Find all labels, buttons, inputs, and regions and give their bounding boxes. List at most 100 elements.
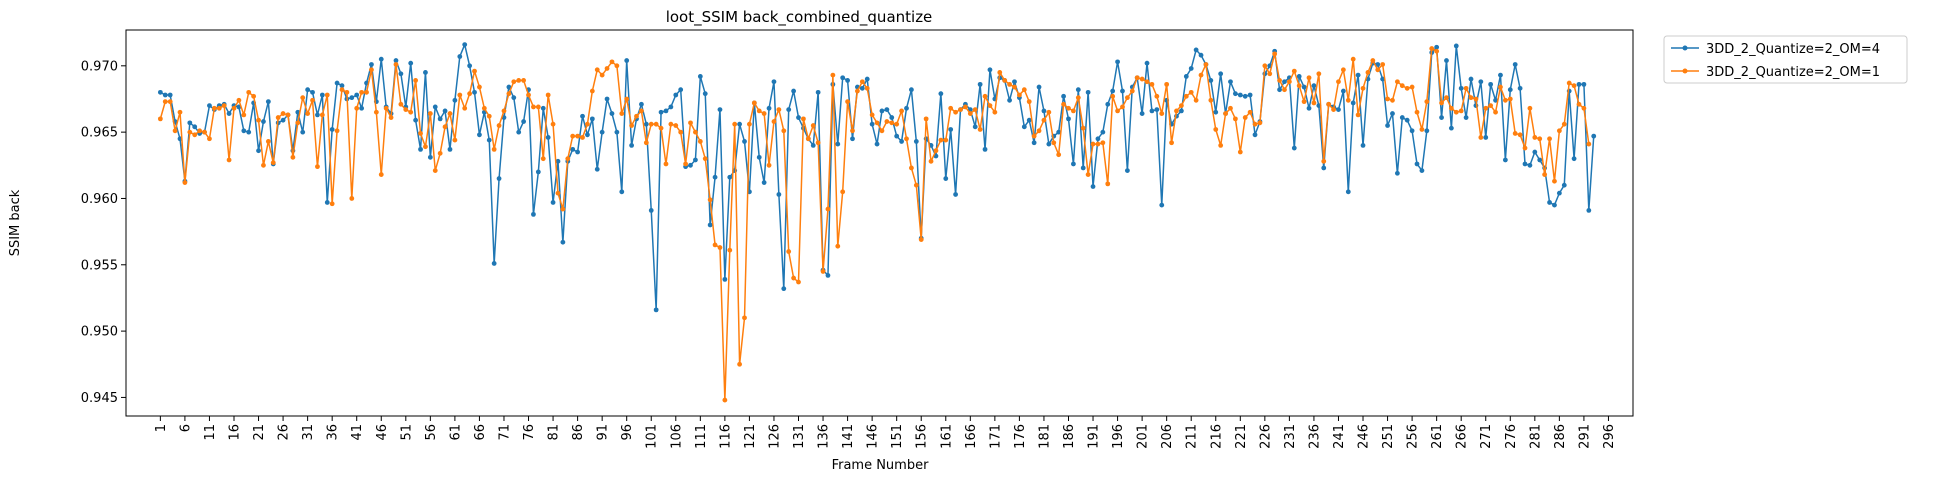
x-tick-label: 286 <box>1553 424 1568 449</box>
data-point-om4 <box>452 97 458 103</box>
x-tick-label: 141 <box>841 424 856 449</box>
data-point-om1 <box>1561 121 1567 127</box>
data-point-om4 <box>840 75 846 81</box>
data-point-om4 <box>972 124 978 130</box>
data-point-om4 <box>874 141 880 147</box>
data-point-om1 <box>1051 140 1057 146</box>
data-point-om4 <box>859 85 865 91</box>
data-point-om4 <box>1527 162 1533 168</box>
data-point-om4 <box>1483 135 1489 140</box>
data-point-om4 <box>349 95 355 101</box>
data-point-om1 <box>1232 116 1238 122</box>
data-point-om1 <box>756 108 762 114</box>
data-point-om4 <box>889 115 895 120</box>
data-point-om1 <box>1056 152 1062 158</box>
data-point-om4 <box>1468 76 1474 82</box>
data-point-om4 <box>442 108 448 114</box>
data-point-om4 <box>1090 184 1096 189</box>
y-tick-label: 0.960 <box>81 192 118 207</box>
data-point-om1 <box>1483 105 1489 111</box>
data-point-om1 <box>585 121 590 127</box>
data-point-om1 <box>1556 128 1562 134</box>
x-tick-label: 271 <box>1479 424 1494 449</box>
data-point-om1 <box>791 275 796 281</box>
data-point-om4 <box>319 92 325 98</box>
data-point-om4 <box>1424 128 1430 134</box>
data-point-om1 <box>1424 99 1430 105</box>
data-point-om1 <box>619 111 625 116</box>
data-point-om1 <box>1316 71 1322 77</box>
data-point-om4 <box>1120 88 1125 94</box>
data-point-om1 <box>349 196 355 201</box>
data-point-om4 <box>256 148 261 154</box>
data-point-om4 <box>1075 87 1081 93</box>
x-tick-label: 251 <box>1381 424 1396 449</box>
data-point-om1 <box>315 164 320 170</box>
data-point-om1 <box>1498 84 1503 90</box>
data-point-om1 <box>918 237 924 242</box>
data-point-om4 <box>462 42 468 47</box>
data-point-om1 <box>1301 99 1307 105</box>
data-point-om1 <box>1021 87 1027 93</box>
data-point-om1 <box>202 129 207 135</box>
x-tick-label: 156 <box>915 424 930 449</box>
x-axis-label: Frame Number <box>832 458 930 473</box>
data-point-om4 <box>472 89 477 95</box>
data-point-om1 <box>1532 135 1538 140</box>
data-point-om1 <box>1296 83 1302 89</box>
data-point-om4 <box>619 189 625 195</box>
data-point-om4 <box>1041 108 1047 114</box>
data-point-om1 <box>550 121 556 127</box>
data-point-om1 <box>1571 83 1577 89</box>
data-point-om4 <box>521 119 527 124</box>
data-point-om4 <box>756 154 762 160</box>
data-point-om1 <box>958 107 963 112</box>
data-point-om4 <box>423 70 428 75</box>
data-point-om1 <box>1002 78 1008 83</box>
data-point-om1 <box>369 67 374 73</box>
data-point-om1 <box>334 128 340 134</box>
data-point-om1 <box>614 63 620 69</box>
data-point-om4 <box>835 141 841 147</box>
data-point-om1 <box>270 160 276 166</box>
data-point-om1 <box>1552 178 1557 184</box>
data-point-om1 <box>580 135 585 140</box>
data-point-om4 <box>477 132 482 138</box>
data-point-om1 <box>290 154 296 160</box>
data-point-om1 <box>899 108 904 114</box>
data-point-om1 <box>1306 75 1312 81</box>
data-point-om1 <box>1458 108 1464 114</box>
x-tick-label: 111 <box>694 424 709 449</box>
data-point-om1 <box>295 120 301 126</box>
data-point-om1 <box>810 123 816 128</box>
data-point-om4 <box>1547 200 1552 205</box>
x-tick-label: 106 <box>669 424 684 449</box>
data-point-om1 <box>565 156 571 162</box>
data-point-om4 <box>663 108 669 114</box>
data-point-om4 <box>909 87 914 93</box>
x-tick-label: 16 <box>227 424 242 441</box>
data-point-om1 <box>1247 109 1253 115</box>
data-point-om4 <box>678 87 684 93</box>
data-point-om1 <box>663 161 669 167</box>
data-point-om1 <box>1311 100 1317 106</box>
legend-frame <box>1663 35 1908 84</box>
data-point-om4 <box>1061 93 1066 99</box>
data-point-om1 <box>953 109 958 115</box>
legend: 3DD_2_Quantize=2_OM=4 3DD_2_Quantize=2_O… <box>1663 35 1908 84</box>
data-point-om1 <box>653 121 659 127</box>
data-point-om4 <box>938 91 944 97</box>
data-point-om1 <box>1473 96 1479 102</box>
y-tick-label: 0.955 <box>81 258 118 273</box>
data-point-om4 <box>1517 85 1523 91</box>
x-tick-label: 131 <box>792 424 807 449</box>
data-point-om1 <box>1134 75 1140 81</box>
data-point-om1 <box>1007 81 1012 87</box>
data-point-om1 <box>157 116 163 122</box>
data-point-om4 <box>850 136 855 142</box>
data-point-om4 <box>629 143 635 148</box>
data-point-om4 <box>162 92 168 98</box>
data-point-om1 <box>683 161 688 167</box>
data-point-om1 <box>359 89 365 95</box>
x-tick-label: 26 <box>277 424 292 441</box>
